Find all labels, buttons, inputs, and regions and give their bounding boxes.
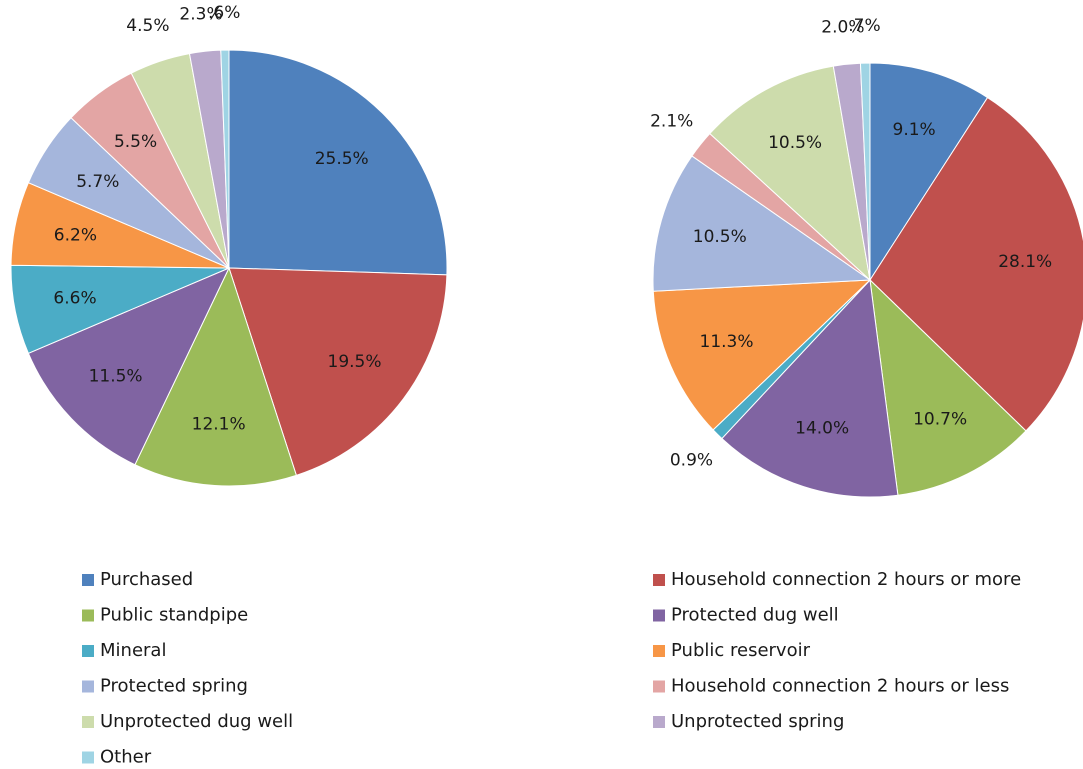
pie-slice <box>228 267 448 476</box>
data-label: 11.3% <box>700 332 754 352</box>
legend-swatch <box>82 751 94 764</box>
data-label: 6.2% <box>54 226 97 246</box>
data-label: 4.5% <box>126 16 169 36</box>
legend-label: Public standpipe <box>100 605 248 626</box>
pie-slice <box>869 62 989 282</box>
data-label: 2.0% <box>821 18 864 38</box>
data-label: 2.1% <box>650 111 693 131</box>
data-label: 10.7% <box>913 410 967 430</box>
data-label: 9.1% <box>893 120 936 140</box>
data-label: 12.1% <box>192 415 246 435</box>
data-label: 11.5% <box>89 367 143 387</box>
data-label: 0.9% <box>670 451 713 471</box>
legend-label: Unprotected spring <box>671 711 844 732</box>
legend-label: Protected spring <box>100 676 248 697</box>
legend-label: Purchased <box>100 569 193 590</box>
legend-label: Public reservoir <box>671 640 811 661</box>
data-label: .6% <box>208 3 240 23</box>
legend-label: Other <box>100 747 152 768</box>
legend-swatch <box>82 645 94 657</box>
data-label: 6.6% <box>53 288 96 308</box>
data-label: .7% <box>848 16 880 36</box>
pie-slice <box>709 65 871 282</box>
pie-slice <box>27 267 231 466</box>
legend-swatch <box>653 645 665 657</box>
data-label: 5.7% <box>76 172 119 192</box>
legend-swatch <box>653 716 665 728</box>
pie-slice <box>652 155 872 292</box>
data-label: 28.1% <box>998 252 1052 272</box>
legend-label: Household connection 2 hours or more <box>671 569 1021 590</box>
legend-label: Mineral <box>100 640 166 661</box>
legend-label: Unprotected dug well <box>100 711 293 732</box>
data-label: 14.0% <box>795 419 849 439</box>
pie-slice <box>220 49 230 269</box>
pie-slice <box>134 266 297 487</box>
legend-swatch <box>82 716 94 728</box>
data-label: 25.5% <box>315 149 369 169</box>
pie-slice <box>652 279 872 431</box>
data-label: 2.3% <box>179 4 222 24</box>
legend-swatch <box>653 574 665 586</box>
data-label: 10.5% <box>693 227 747 247</box>
data-label: 10.5% <box>768 133 822 153</box>
legend-label: Household connection 2 hours or less <box>671 676 1009 697</box>
legend-swatch <box>82 609 94 622</box>
pie-slice <box>859 62 871 281</box>
legend-label: Protected dug well <box>671 605 839 626</box>
pie-slice <box>869 278 1027 496</box>
legend-swatch <box>82 680 94 693</box>
data-label: 5.5% <box>114 132 157 152</box>
legend-swatch <box>82 574 94 586</box>
pie-slice <box>721 278 899 498</box>
pie-slice <box>869 96 1083 432</box>
data-label: 19.5% <box>328 352 382 372</box>
pie-slice <box>228 49 448 276</box>
legend-swatch <box>653 680 665 693</box>
legend-swatch <box>653 609 665 622</box>
